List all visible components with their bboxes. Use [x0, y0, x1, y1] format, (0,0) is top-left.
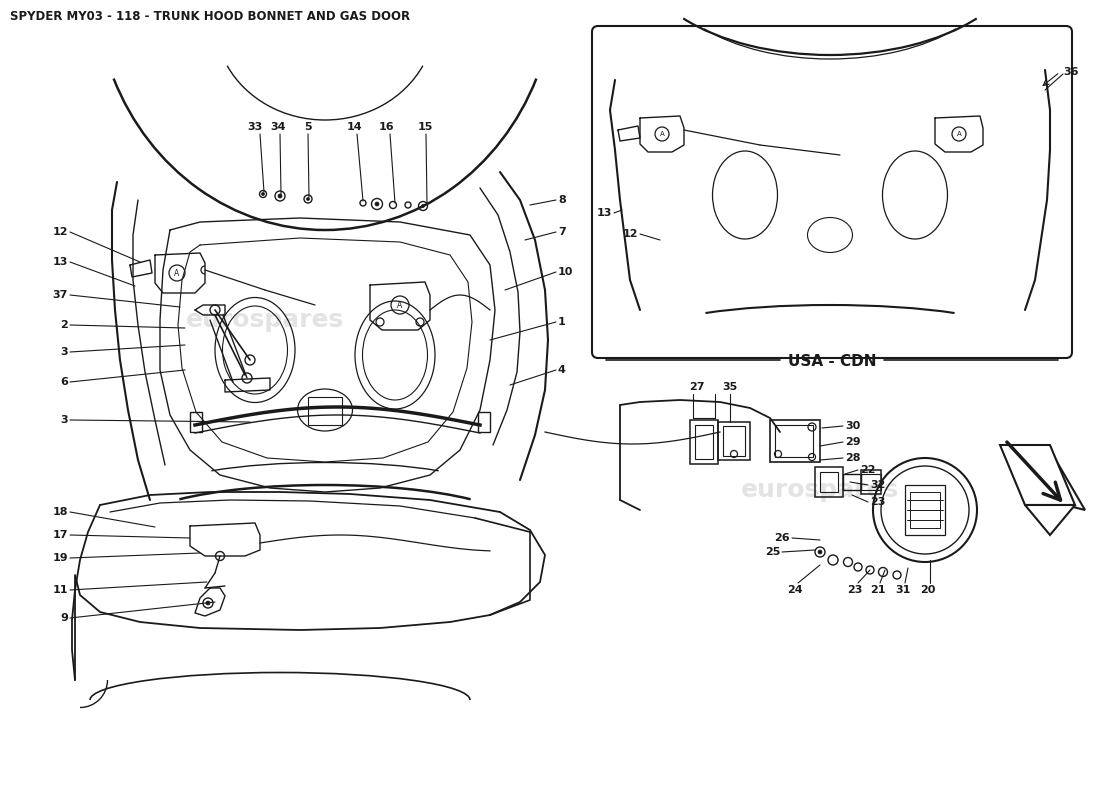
Circle shape — [375, 202, 379, 206]
Text: 8: 8 — [558, 195, 565, 205]
Text: 2: 2 — [60, 320, 68, 330]
Bar — [843, 474, 861, 490]
Bar — [815, 467, 843, 497]
Bar — [308, 397, 342, 425]
Text: USA - CDN: USA - CDN — [788, 354, 877, 369]
Text: 12: 12 — [53, 227, 68, 237]
Text: 16: 16 — [379, 122, 395, 132]
Text: 15: 15 — [417, 122, 432, 132]
Circle shape — [278, 194, 282, 198]
Text: eurospares: eurospares — [186, 308, 344, 332]
Text: A: A — [957, 131, 961, 137]
Text: 19: 19 — [53, 553, 68, 563]
Text: 21: 21 — [870, 585, 886, 595]
Text: A: A — [175, 269, 179, 278]
FancyBboxPatch shape — [592, 26, 1072, 358]
Circle shape — [262, 193, 264, 195]
Text: 33: 33 — [248, 122, 263, 132]
Bar — [723, 426, 745, 456]
Text: 7: 7 — [558, 227, 565, 237]
Text: A: A — [397, 301, 403, 310]
Bar — [776, 425, 813, 457]
Bar — [695, 425, 713, 459]
Circle shape — [421, 205, 425, 207]
Bar — [770, 420, 820, 462]
Polygon shape — [1000, 445, 1075, 505]
Bar — [861, 474, 881, 490]
Bar — [910, 492, 940, 528]
Text: 37: 37 — [53, 290, 68, 300]
Text: 36: 36 — [1063, 67, 1078, 77]
Text: 25: 25 — [764, 547, 780, 557]
Circle shape — [818, 550, 822, 554]
Text: 20: 20 — [921, 585, 936, 595]
Text: 35: 35 — [723, 382, 738, 392]
Text: 18: 18 — [53, 507, 68, 517]
Text: A: A — [660, 131, 664, 137]
Bar — [190, 412, 202, 432]
Bar — [478, 412, 490, 432]
Circle shape — [307, 198, 309, 201]
Text: 24: 24 — [788, 585, 803, 595]
Text: 22: 22 — [860, 465, 876, 475]
Text: 11: 11 — [53, 585, 68, 595]
Text: 1: 1 — [558, 317, 565, 327]
Text: 10: 10 — [558, 267, 573, 277]
Bar — [861, 470, 881, 494]
Bar — [820, 472, 838, 492]
Circle shape — [206, 601, 210, 605]
Text: 14: 14 — [348, 122, 363, 132]
Text: 4: 4 — [558, 365, 565, 375]
Text: SPYDER MY03 - 118 - TRUNK HOOD BONNET AND GAS DOOR: SPYDER MY03 - 118 - TRUNK HOOD BONNET AN… — [10, 10, 410, 23]
Text: 29: 29 — [845, 437, 860, 447]
Text: 30: 30 — [845, 421, 860, 431]
Text: eurospares: eurospares — [741, 478, 899, 502]
Text: eurospares: eurospares — [741, 228, 899, 252]
Text: 34: 34 — [271, 122, 286, 132]
Text: 23: 23 — [870, 497, 886, 507]
Polygon shape — [1015, 450, 1085, 510]
Polygon shape — [1025, 505, 1075, 535]
Text: 13: 13 — [53, 257, 68, 267]
Text: 6: 6 — [60, 377, 68, 387]
Text: 3: 3 — [60, 415, 68, 425]
Text: 23: 23 — [847, 585, 862, 595]
Text: 9: 9 — [60, 613, 68, 623]
Bar — [905, 485, 945, 535]
Text: 17: 17 — [53, 530, 68, 540]
Text: 27: 27 — [690, 382, 705, 392]
Bar — [690, 420, 718, 464]
Text: 5: 5 — [305, 122, 311, 132]
Text: 12: 12 — [623, 229, 638, 239]
Text: 31: 31 — [895, 585, 911, 595]
Text: 28: 28 — [845, 453, 860, 463]
Text: 32: 32 — [870, 480, 886, 490]
Text: 26: 26 — [774, 533, 790, 543]
Text: 3: 3 — [60, 347, 68, 357]
Bar — [718, 422, 750, 460]
Text: 13: 13 — [596, 208, 612, 218]
